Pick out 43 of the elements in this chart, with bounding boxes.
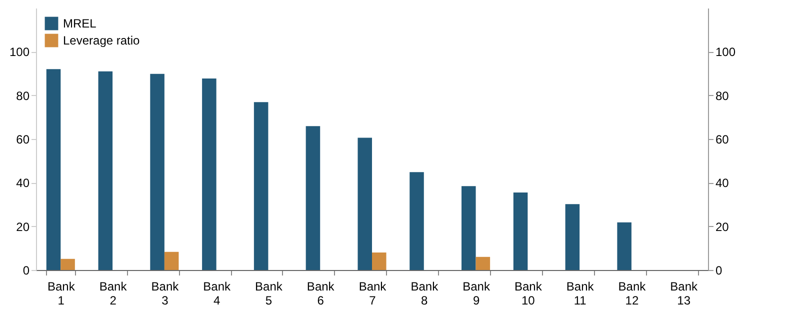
- y-tick-label: 40: [16, 176, 30, 190]
- x-tick-label: Bank 11: [566, 280, 595, 308]
- bar: [98, 71, 113, 270]
- bar: [60, 258, 75, 270]
- x-tick-label: Bank 12: [618, 280, 647, 308]
- x-tick-label: Bank 4: [203, 280, 232, 308]
- x-tick-label: Bank 1: [47, 280, 76, 308]
- x-tick-label: Bank 5: [255, 280, 284, 308]
- y-tick-label: 100: [9, 45, 30, 60]
- y2-tick-label: 40: [716, 176, 730, 190]
- bar: [254, 102, 268, 270]
- x-tick-label: Bank 9: [462, 280, 491, 308]
- x-tick-label: Bank 7: [358, 280, 388, 308]
- bar: [358, 138, 372, 270]
- x-tick-label: Bank 8: [410, 280, 440, 308]
- bar: [202, 78, 216, 270]
- y-tick-label: 60: [16, 132, 30, 146]
- y-tick-label: 80: [16, 88, 30, 103]
- bar: [164, 252, 179, 270]
- bar: [306, 126, 320, 270]
- x-tick-label: Bank 6: [306, 280, 336, 308]
- y2-tick-label: 80: [716, 88, 730, 103]
- bar: [150, 74, 164, 270]
- bar: [46, 69, 61, 270]
- x-tick-label: Bank 2: [99, 280, 128, 308]
- bar: [565, 204, 580, 270]
- x-tick-label: Bank 3: [151, 280, 180, 308]
- y-tick-label: 20: [16, 220, 30, 234]
- bar: [410, 172, 424, 270]
- legend-label: Leverage ratio: [63, 34, 140, 48]
- y2-tick-label: 0: [716, 264, 722, 278]
- x-tick-label: Bank 10: [514, 280, 543, 308]
- bar: [462, 186, 476, 270]
- y2-tick-label: 60: [716, 132, 730, 146]
- bar: [476, 256, 490, 270]
- bar: [372, 252, 386, 270]
- y2-tick-label: 20: [716, 220, 730, 234]
- bar: [513, 192, 528, 270]
- x-tick-label: Bank 13: [670, 280, 699, 308]
- bar: [617, 222, 632, 270]
- legend-label: MREL: [63, 16, 97, 30]
- y-tick-label: 0: [22, 264, 30, 278]
- y2-tick-label: 100: [716, 45, 736, 60]
